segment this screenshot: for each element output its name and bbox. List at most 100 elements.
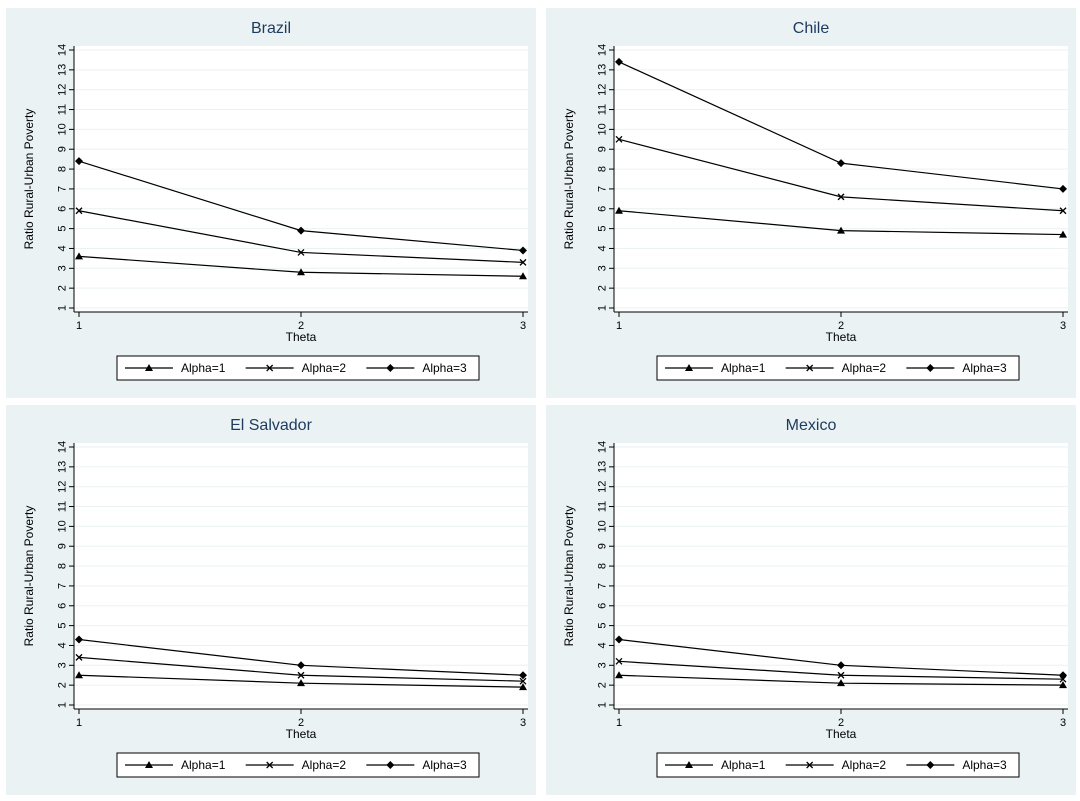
y-tick-label: 13 [56, 461, 68, 473]
y-tick-label: 5 [596, 623, 608, 629]
y-tick-label: 9 [56, 543, 68, 549]
x-tick-label: 2 [298, 717, 304, 729]
data-point-alpha-1 [615, 671, 623, 679]
y-tick-label: 3 [56, 265, 68, 271]
legend-box [116, 752, 480, 778]
legend-marker [685, 761, 693, 768]
data-point-alpha-1 [615, 206, 623, 214]
data-point-alpha-1 [297, 679, 305, 687]
y-tick-label: 2 [596, 285, 608, 291]
series-alpha-1 [75, 671, 527, 691]
y-tick-label: 8 [596, 563, 608, 569]
x-tick-label: 1 [616, 717, 622, 729]
x-tick-label: 3 [520, 320, 526, 332]
y-tick-label: 12 [56, 84, 68, 96]
y-tick-label: 1 [56, 702, 68, 708]
y-tick-label: 9 [56, 146, 68, 152]
legend-marker [266, 761, 274, 769]
y-tick-label: 9 [596, 543, 608, 549]
series-alpha-1 [75, 252, 527, 280]
y-tick-label: 12 [56, 481, 68, 493]
data-point-alpha-2 [837, 671, 845, 679]
data-point-alpha-3 [1059, 671, 1067, 680]
y-tick-label: 13 [596, 64, 608, 76]
y-tick-label: 11 [56, 104, 68, 115]
chart-panel-el-salvador: El Salvador 1 2 3 4 5 6 7 8 9 10 11 12 13 14 1 2 3 Theta Ra… [6, 405, 536, 795]
legend-item-alpha-1: Alpha=1 [125, 361, 226, 375]
legend-label: Alpha=2 [302, 758, 347, 772]
y-tick-label: 11 [596, 501, 608, 512]
y-tick-label: 4 [56, 642, 68, 648]
y-axis-label: Ratio Rural-Urban Poverty [562, 109, 576, 250]
legend-label: Alpha=2 [842, 758, 887, 772]
y-tick-label: 11 [56, 501, 68, 512]
data-point-alpha-2 [615, 657, 623, 665]
data-point-alpha-3 [75, 157, 83, 166]
legend-label: Alpha=1 [721, 758, 766, 772]
y-tick-label: 13 [596, 461, 608, 473]
legend-label: Alpha=2 [302, 361, 347, 375]
legend-marker [926, 761, 935, 769]
y-tick-label: 14 [596, 441, 608, 453]
y-tick-label: 8 [596, 166, 608, 172]
x-tick-label: 3 [520, 717, 526, 729]
data-point-alpha-1 [837, 679, 845, 687]
chart-panel-brazil: Brazil 1 2 3 4 5 6 7 8 9 10 11 12 13 14 1 2 3 Theta Ratio R… [6, 8, 536, 398]
legend-marker [806, 761, 814, 769]
x-axis-label: Theta [826, 330, 857, 344]
legend: Alpha=1 Alpha=2 Alpha=3 [656, 752, 1020, 778]
data-point-alpha-3 [297, 661, 305, 670]
y-tick-label: 4 [596, 642, 608, 648]
y-tick-label: 12 [596, 84, 608, 96]
x-tick-label: 2 [838, 320, 844, 332]
y-tick-label: 6 [56, 206, 68, 212]
data-point-alpha-1 [837, 226, 845, 234]
legend-box [656, 355, 1020, 381]
data-point-alpha-3 [519, 246, 527, 255]
legend-marker [145, 364, 153, 371]
series-alpha-2 [75, 207, 527, 266]
legend-marker [386, 364, 395, 372]
y-tick-label: 1 [56, 305, 68, 311]
legend-label: Alpha=1 [181, 758, 226, 772]
legend-marker [266, 364, 274, 372]
plot-area [614, 46, 1068, 312]
x-axis-label: Theta [286, 727, 317, 741]
series-alpha-3 [615, 635, 1067, 680]
data-point-alpha-2 [75, 653, 83, 661]
x-tick-label: 1 [616, 320, 622, 332]
y-tick-label: 6 [596, 206, 608, 212]
y-tick-label: 2 [56, 682, 68, 688]
y-tick-label: 4 [596, 245, 608, 251]
y-tick-label: 11 [596, 104, 608, 115]
y-axis-label: Ratio Rural-Urban Poverty [22, 506, 36, 647]
data-point-alpha-1 [519, 272, 527, 280]
plot-area [74, 46, 528, 312]
legend-label: Alpha=2 [842, 361, 887, 375]
legend: Alpha=1 Alpha=2 Alpha=3 [116, 355, 480, 381]
y-tick-label: 4 [56, 245, 68, 251]
legend-box [656, 752, 1020, 778]
y-tick-label: 6 [596, 603, 608, 609]
x-tick-label: 1 [76, 717, 82, 729]
y-tick-label: 5 [596, 226, 608, 232]
data-point-alpha-1 [1059, 681, 1067, 689]
legend-label: Alpha=3 [962, 758, 1007, 772]
y-tick-label: 14 [56, 44, 68, 56]
y-tick-label: 9 [596, 146, 608, 152]
x-tick-label: 3 [1060, 320, 1066, 332]
series-alpha-3 [75, 157, 527, 255]
y-tick-label: 3 [56, 662, 68, 668]
legend: Alpha=1 Alpha=2 Alpha=3 [656, 355, 1020, 381]
y-axis-label: Ratio Rural-Urban Poverty [22, 109, 36, 250]
data-point-alpha-3 [615, 57, 623, 66]
x-axis-label: Theta [286, 330, 317, 344]
chart-title: El Salvador [230, 417, 312, 434]
legend-marker [386, 761, 395, 769]
y-tick-label: 2 [56, 285, 68, 291]
y-tick-label: 14 [596, 44, 608, 56]
y-tick-label: 10 [56, 123, 68, 135]
